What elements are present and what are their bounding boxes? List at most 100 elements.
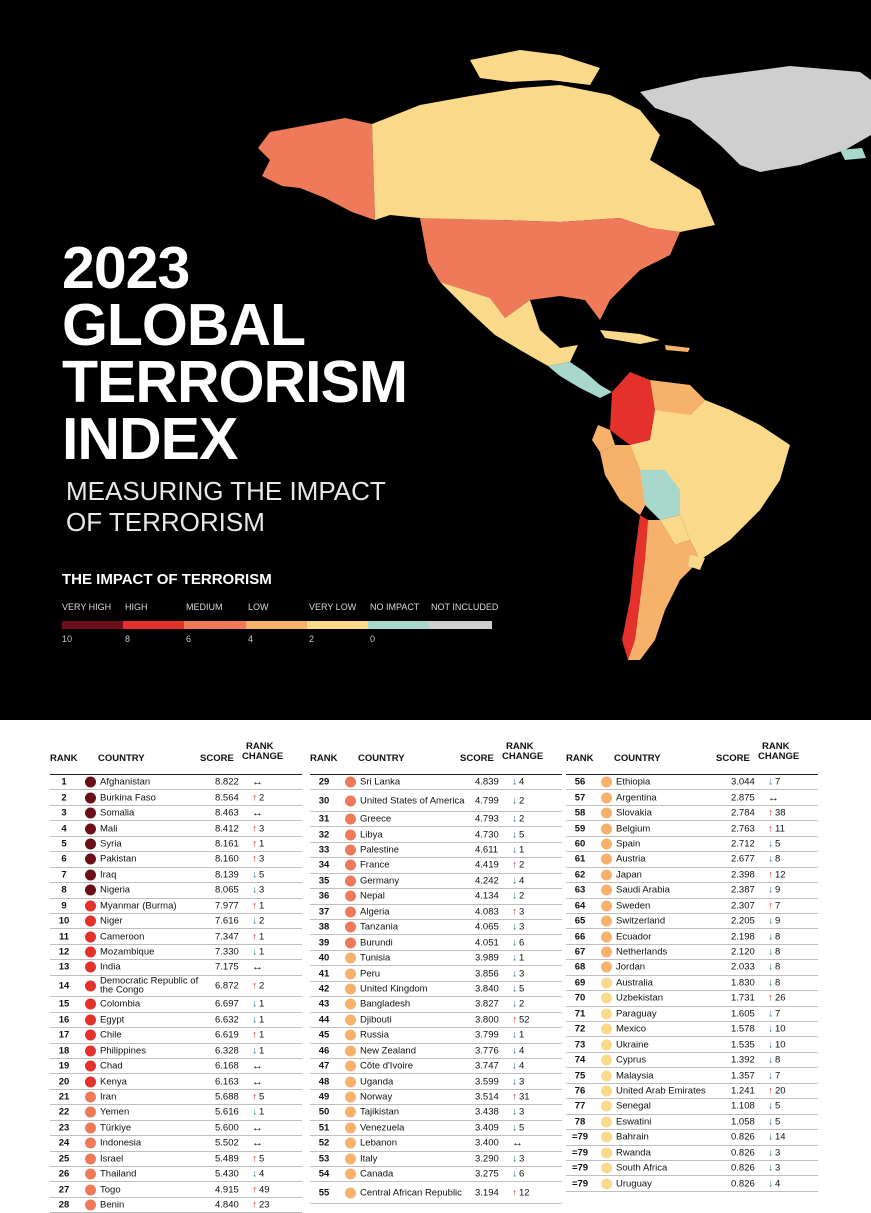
arrow-down-icon: ↓ — [512, 1122, 517, 1134]
map-canada — [372, 85, 715, 232]
rank-cell: 65 — [574, 915, 586, 927]
score-cell: 2.712 — [731, 838, 755, 850]
rank-change-value: 7 — [775, 776, 781, 788]
rank-change-cell: ↓ 9 — [768, 916, 780, 927]
rank-cell: 2 — [61, 792, 67, 804]
rank-change-cell: ↓ 2 — [252, 916, 264, 927]
rank-cell: 77 — [574, 1100, 586, 1112]
impact-dot-icon — [85, 946, 96, 958]
score-cell: 1.605 — [731, 1008, 755, 1020]
rank-cell: 70 — [574, 992, 586, 1004]
table-row: 44 Djibouti 3.800 ↑ 52 — [310, 1013, 562, 1029]
rank-change-value: 3 — [259, 823, 265, 835]
rank-cell: 53 — [318, 1153, 330, 1165]
impact-dot-icon — [345, 1122, 356, 1134]
rank-change-cell: ↓ 4 — [252, 1169, 264, 1180]
impact-dot-icon — [601, 1054, 612, 1066]
rank-change-value: 8 — [775, 977, 781, 989]
arrow-down-icon: ↓ — [252, 946, 257, 958]
rank-change-value: 14 — [775, 1131, 786, 1143]
rank-change-cell: ↑ 49 — [252, 1184, 270, 1195]
rank-cell: 25 — [58, 1153, 70, 1165]
impact-dot-icon — [601, 900, 612, 912]
country-cell: Uzbekistan — [616, 992, 663, 1004]
rank-cell: 10 — [58, 915, 70, 927]
rank-change-value: 3 — [519, 921, 525, 933]
country-cell: Argentina — [616, 791, 657, 803]
rank-change-cell: ↑ 20 — [768, 1085, 786, 1096]
impact-dot-icon — [345, 844, 356, 856]
table-row: 46 New Zealand 3.776 ↓ 4 — [310, 1044, 562, 1059]
score-cell: 2.677 — [731, 853, 755, 865]
rank-change-value: 8 — [775, 931, 781, 943]
impact-dot-icon — [85, 1153, 96, 1165]
rank-cell: 42 — [318, 983, 330, 995]
rank-change-cell: ↓ 3 — [768, 1163, 780, 1174]
rank-cell: 30 — [318, 795, 330, 807]
score-cell: 8.139 — [215, 869, 239, 881]
country-cell: Chile — [100, 1029, 122, 1041]
table-row: 67 Netherlands 2.120 ↓ 8 — [566, 945, 818, 961]
score-cell: 4.839 — [475, 776, 499, 788]
legend-swatch — [123, 621, 184, 629]
legend-color-scale — [62, 621, 492, 629]
table-row: 69 Australia 1.830 ↓ 8 — [566, 976, 818, 992]
rank-change-value: 5 — [775, 1116, 781, 1128]
rank-cell: 63 — [574, 884, 586, 896]
rank-cell: 32 — [318, 829, 330, 841]
table-row: 63 Saudi Arabia 2.387 ↓ 9 — [566, 883, 818, 899]
impact-dot-icon — [345, 1045, 356, 1057]
rank-cell: 39 — [318, 937, 330, 949]
title-line: INDEX — [62, 406, 238, 472]
score-cell: 4.419 — [475, 859, 499, 871]
arrow-down-icon: ↓ — [768, 1008, 773, 1020]
arrow-left-right-icon: ↔ — [768, 791, 779, 804]
score-cell: 4.134 — [475, 890, 499, 902]
rank-change-cell: ↓ 5 — [512, 1122, 524, 1133]
country-cell: Greece — [360, 813, 392, 825]
rank-change-value: 6 — [519, 937, 525, 949]
country-cell: Cameroon — [100, 930, 145, 942]
rank-change-cell: ↓ 4 — [512, 777, 524, 788]
rank-change-cell: ↓ 1 — [252, 1107, 264, 1118]
arrow-down-icon: ↓ — [512, 1153, 517, 1165]
rank-change-cell: ↑ 52 — [512, 1014, 530, 1025]
rank-change-value: 1 — [519, 952, 525, 964]
table-row: 28 Benin 4.840 ↑ 23 — [50, 1198, 302, 1213]
table-row: 75 Malaysia 1.357 ↓ 7 — [566, 1068, 818, 1084]
country-cell: South Africa — [616, 1162, 668, 1174]
table-row: 6 Pakistan 8.160 ↑ 3 — [50, 852, 302, 868]
score-cell: 2.307 — [731, 900, 755, 912]
map-greenland — [640, 66, 871, 172]
rank-change-cell: ↑ 2 — [512, 860, 524, 871]
report-subtitle: MEASURING THE IMPACT OF TERRORISM — [66, 476, 386, 538]
score-cell: 4.840 — [215, 1199, 239, 1211]
table-row: 57 Argentina 2.875 ↔ — [566, 790, 818, 806]
impact-dot-icon — [85, 1076, 96, 1088]
legend-label: VERY HIGH — [62, 602, 112, 612]
table-row: 76 United Arab Emirates 1.241 ↑ 20 — [566, 1084, 818, 1100]
country-cell: Indonesia — [100, 1137, 142, 1149]
country-cell: Kenya — [100, 1075, 127, 1087]
table-row: =79 Rwanda 0.826 ↓ 3 — [566, 1146, 818, 1161]
rank-cell: 46 — [318, 1045, 330, 1057]
score-cell: 3.840 — [475, 983, 499, 995]
rank-change-cell: ↑ 12 — [768, 869, 786, 880]
country-cell: United Arab Emirates — [616, 1085, 706, 1097]
country-cell: Pakistan — [100, 853, 137, 865]
table-row: 73 Ukraine 1.535 ↓ 10 — [566, 1037, 818, 1053]
rank-change-cell: ↔ — [252, 1076, 263, 1088]
score-cell: 6.163 — [215, 1076, 239, 1088]
table-body: 29 Sri Lanka 4.839 ↓ 4 30 United States of Ame… — [310, 774, 562, 1204]
table-row: 33 Palestine 4.611 ↓ 1 — [310, 843, 562, 859]
arrow-left-right-icon: ↔ — [512, 1137, 523, 1150]
arrow-down-icon: ↓ — [768, 1100, 773, 1112]
table-row: 34 France 4.419 ↑ 2 — [310, 858, 562, 874]
rank-change-value: 6 — [519, 1168, 525, 1180]
score-cell: 5.430 — [215, 1168, 239, 1180]
score-cell: 1.731 — [731, 992, 755, 1004]
impact-dot-icon — [601, 838, 612, 850]
score-cell: 1.535 — [731, 1039, 755, 1051]
rank-change-cell: ↑ 3 — [512, 906, 524, 917]
table-row: 45 Russia 3.799 ↓ 1 — [310, 1028, 562, 1044]
